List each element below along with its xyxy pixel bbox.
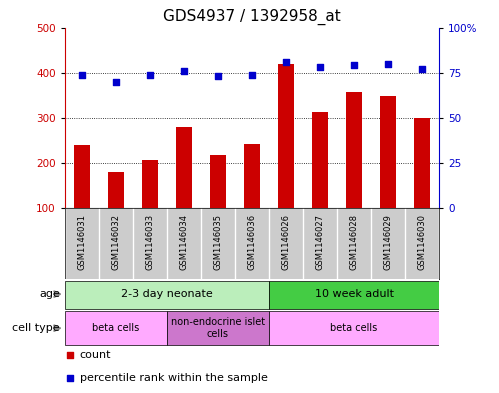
Bar [74, 145, 89, 208]
Text: GSM1146028: GSM1146028 [350, 214, 359, 270]
Bar [65, 311, 167, 345]
Point [282, 59, 290, 65]
Bar [108, 172, 124, 208]
Text: 2-3 day neonate: 2-3 day neonate [121, 289, 213, 299]
Text: GSM1146032: GSM1146032 [111, 214, 120, 270]
Text: cell type: cell type [12, 323, 60, 333]
Point [316, 64, 324, 70]
Point [180, 68, 188, 74]
Text: GSM1146036: GSM1146036 [248, 214, 256, 270]
Bar [65, 281, 269, 309]
Point [248, 72, 256, 78]
Bar [210, 155, 226, 208]
Title: GDS4937 / 1392958_at: GDS4937 / 1392958_at [163, 9, 341, 25]
Point [66, 375, 74, 381]
Point [418, 66, 426, 72]
Text: non-endocrine islet
cells: non-endocrine islet cells [171, 318, 265, 339]
Text: beta cells: beta cells [330, 323, 378, 333]
Text: percentile rank within the sample: percentile rank within the sample [80, 373, 268, 383]
Point [384, 61, 392, 67]
Bar [415, 118, 430, 208]
Point [146, 72, 154, 78]
Point [350, 62, 358, 69]
Point [78, 72, 86, 78]
Text: GSM1146030: GSM1146030 [418, 214, 427, 270]
Text: GSM1146031: GSM1146031 [77, 214, 86, 270]
Point [66, 352, 74, 358]
Bar [142, 160, 158, 208]
Text: GSM1146033: GSM1146033 [145, 214, 154, 270]
Text: GSM1146029: GSM1146029 [384, 214, 393, 270]
Bar [269, 311, 439, 345]
Bar [245, 144, 259, 208]
Text: count: count [80, 350, 111, 360]
Bar [167, 311, 269, 345]
Point [214, 73, 222, 79]
Text: GSM1146035: GSM1146035 [214, 214, 223, 270]
Text: GSM1146026: GSM1146026 [281, 214, 290, 270]
Text: beta cells: beta cells [92, 323, 140, 333]
Bar [269, 281, 439, 309]
Text: age: age [39, 289, 60, 299]
Point [112, 79, 120, 85]
Text: 10 week adult: 10 week adult [314, 289, 394, 299]
Bar [176, 127, 192, 208]
Bar [346, 92, 362, 208]
Text: GSM1146027: GSM1146027 [315, 214, 324, 270]
Bar [278, 64, 294, 208]
Bar [312, 112, 328, 208]
Text: GSM1146034: GSM1146034 [180, 214, 189, 270]
Bar [380, 96, 396, 208]
